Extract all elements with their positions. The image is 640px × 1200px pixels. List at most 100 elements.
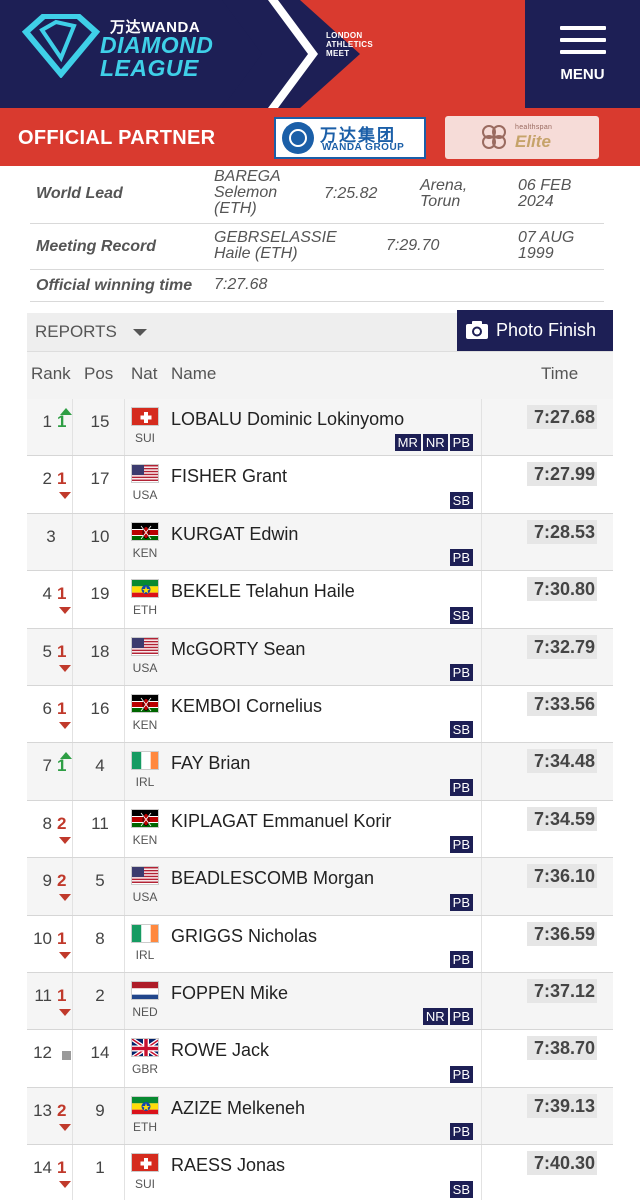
meeting-record-date: 07 AUG 1999	[518, 229, 575, 262]
nat-code: KEN	[132, 718, 158, 732]
result-row[interactable]: 11 1 2 NED FOPPEN Mike NR PB 7:37.12	[27, 973, 613, 1031]
time-value: 7:30.80	[527, 577, 597, 602]
time-value: 7:38.70	[527, 1036, 597, 1061]
time-cell: 7:27.68	[481, 399, 613, 456]
rank-value: 13	[33, 1100, 52, 1120]
rank-cell: 12	[29, 1030, 73, 1087]
menu-label[interactable]: MENU	[560, 66, 605, 83]
time-cell: 7:40.30	[481, 1145, 613, 1200]
rank-value: 5	[42, 641, 52, 661]
world-lead-row: World Lead BAREGA Selemon (ETH) 7:25.82 …	[30, 166, 604, 224]
meeting-record-time: 7:29.70	[386, 237, 440, 254]
col-name: Name	[171, 364, 217, 383]
record-badge: PB	[449, 893, 473, 911]
record-badges: MR NR PB	[394, 434, 473, 452]
result-row[interactable]: 12 14 GBR ROWE Jack PB 7:38.70	[27, 1030, 613, 1088]
pos-value: 19	[90, 584, 110, 604]
pos-cell: 14	[75, 1030, 125, 1087]
athlete-name[interactable]: KEMBOI Cornelius	[171, 696, 323, 716]
pos-value: 9	[95, 1100, 105, 1120]
athlete-name[interactable]: ROWE Jack	[171, 1040, 270, 1061]
nat-code: GBR	[131, 1062, 158, 1077]
meet-name: LONDON ATHLETICS MEET	[326, 31, 373, 58]
time-cell: 7:38.70	[481, 1030, 613, 1087]
world-lead-venue: Arena, Torun	[420, 177, 468, 210]
time-value: 7:28.53	[527, 519, 597, 544]
nat-code: IRL	[135, 947, 155, 962]
pos-cell: 18	[75, 628, 125, 685]
pos-cell: 15	[75, 399, 125, 456]
pos-value: 5	[95, 871, 105, 891]
record-badge: PB	[449, 434, 473, 452]
time-value: 7:36.59	[527, 921, 597, 946]
rank-change-value: 1	[57, 412, 67, 431]
rank-change-value: 1	[57, 986, 67, 1005]
pos-value: 2	[95, 986, 105, 1005]
photo-finish-button[interactable]: Photo Finish	[457, 310, 613, 351]
record-badge: PB	[449, 663, 473, 681]
record-badge: PB	[449, 549, 473, 567]
athlete-name[interactable]: FISHER Grant	[171, 466, 288, 487]
rank-cell: 13 2	[29, 1087, 73, 1145]
result-row[interactable]: 1 1 15 SUI LOBALU Dominic Lokinyomo MR NR PB 7:2…	[27, 399, 613, 457]
record-badge: NR	[422, 1008, 448, 1026]
rank-value: 7	[42, 756, 52, 776]
athlete-name[interactable]: AZIZE Melkeneh	[171, 1097, 306, 1118]
athlete-name[interactable]: RAESS Jonas	[171, 1155, 286, 1176]
time-value: 7:36.10	[527, 864, 597, 889]
flag-icon	[131, 923, 159, 943]
menu-button[interactable]	[525, 0, 640, 108]
time-value: 7:37.12	[527, 979, 597, 1003]
result-row[interactable]: 2 1 17 USA FISHER Grant SB 7:27.99	[27, 456, 613, 514]
hamburger-icon[interactable]	[560, 26, 606, 62]
record-badge: PB	[449, 950, 473, 968]
athlete-name[interactable]: KURGAT Edwin	[171, 523, 299, 544]
rank-cell: 11 1	[29, 973, 73, 1030]
arrow-down-icon	[59, 492, 71, 500]
winning-time-row: Official winning time 7:27.68	[30, 270, 604, 302]
result-row[interactable]: 4 1 19 ETH BEKELE Telahun Haile SB 7:30.80	[27, 571, 613, 629]
rank-value: 6	[42, 699, 52, 718]
athlete-name[interactable]: FOPPEN Mike	[171, 983, 289, 1003]
record-badge: SB	[449, 491, 473, 509]
result-row[interactable]: 9 2 5 USA BEADLESCOMB Morgan PB 7:36.10	[27, 858, 613, 916]
athlete-name[interactable]: KIPLAGAT Emmanuel Korir	[171, 810, 392, 831]
wanda-emblem-icon	[282, 122, 314, 154]
athlete-name[interactable]: BEADLESCOMB Morgan	[171, 868, 375, 889]
result-row[interactable]: 7 1 4 IRL FAY Brian PB 7:34.48	[27, 743, 613, 801]
athlete-name[interactable]: McGORTY Sean	[171, 638, 306, 659]
result-row[interactable]: 10 1 8 IRL GRIGGS Nicholas PB 7:36.59	[27, 915, 613, 973]
result-row[interactable]: 14 1 1 SUI RAESS Jonas SB 7:40.30	[27, 1145, 613, 1200]
rank-value: 12	[33, 1043, 52, 1063]
camera-icon	[466, 321, 488, 339]
wanda-group-logo[interactable]: 万达集团 WANDA GROUP	[274, 117, 426, 159]
athlete-name[interactable]: FAY Brian	[171, 753, 251, 774]
arrow-down-icon	[59, 1009, 71, 1016]
flag-icon	[131, 1153, 159, 1173]
flag-icon	[131, 636, 159, 656]
result-row[interactable]: 13 2 9 ETH AZIZE Melkeneh PB 7:39.13	[27, 1087, 613, 1146]
healthspan-elite-logo[interactable]: healthspan Elite	[445, 116, 599, 159]
athlete-name[interactable]: BEKELE Telahun Haile	[171, 581, 355, 602]
winning-time-value: 7:27.68	[214, 276, 268, 293]
nat-code: KEN	[132, 545, 158, 560]
result-row[interactable]: 5 1 18 USA McGORTY Sean PB 7:32.79	[27, 628, 613, 686]
record-badges: PB	[449, 836, 473, 854]
record-badges: SB	[449, 1180, 473, 1198]
arrow-up-icon	[60, 752, 72, 760]
result-row[interactable]: 3 10 KEN KURGAT Edwin PB 7:28.53	[27, 513, 613, 572]
diamond-league-logo-icon[interactable]	[22, 14, 100, 78]
result-row[interactable]: 8 2 11 KEN KIPLAGAT Emmanuel Korir PB 7:34.59	[27, 800, 613, 859]
athlete-name[interactable]: LOBALU Dominic Lokinyomo	[171, 409, 405, 429]
no-change-icon	[62, 1051, 71, 1061]
pos-value: 11	[91, 813, 109, 833]
brand-name-line1: DIAMOND	[100, 32, 214, 58]
rank-value: 4	[42, 584, 52, 604]
result-row[interactable]: 6 1 16 KEN KEMBOI Cornelius SB 7:33.56	[27, 686, 613, 744]
athlete-name[interactable]: GRIGGS Nicholas	[171, 925, 318, 946]
record-badges: PB	[449, 1065, 473, 1083]
